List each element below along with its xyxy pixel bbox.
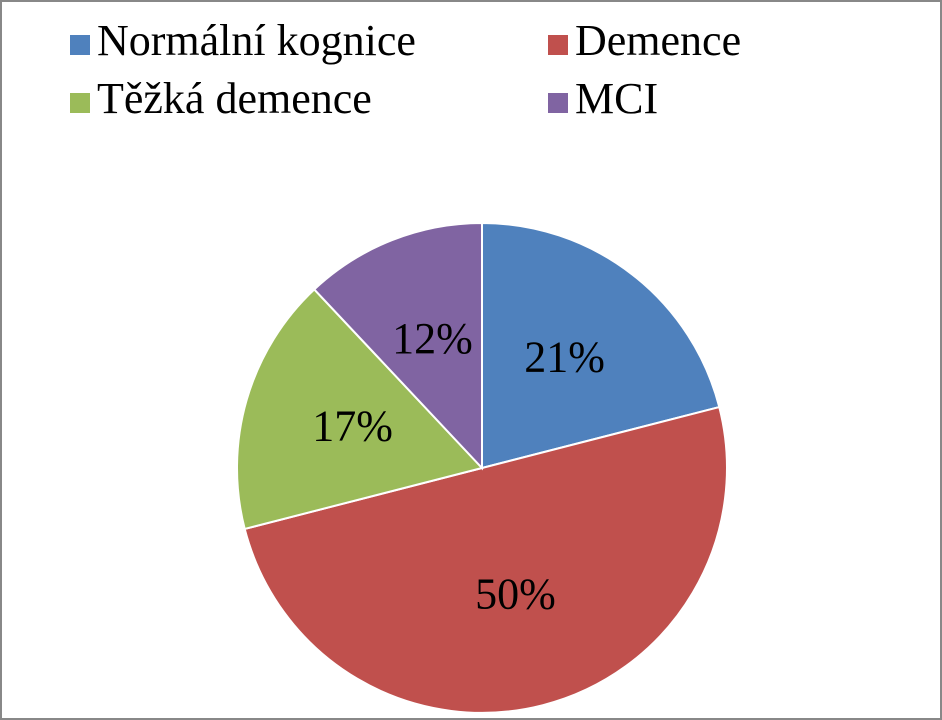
legend-label: MCI xyxy=(575,74,658,123)
legend-label: Demence xyxy=(575,16,741,65)
data-label: 50% xyxy=(475,570,556,619)
pie-slice xyxy=(236,287,484,531)
legend-swatch xyxy=(548,93,568,113)
data-label: 12% xyxy=(392,314,473,363)
legend-label: Těžká demence xyxy=(97,74,372,123)
data-label: 17% xyxy=(312,401,393,450)
pie-slice xyxy=(481,221,721,470)
legend-swatch xyxy=(548,35,568,55)
data-label: 21% xyxy=(524,333,605,382)
pie-slice xyxy=(312,221,483,471)
legend-swatch xyxy=(70,35,90,55)
legend-label: Normální kognice xyxy=(97,16,416,65)
legend-swatch xyxy=(70,93,90,113)
pie-slice xyxy=(243,405,728,714)
